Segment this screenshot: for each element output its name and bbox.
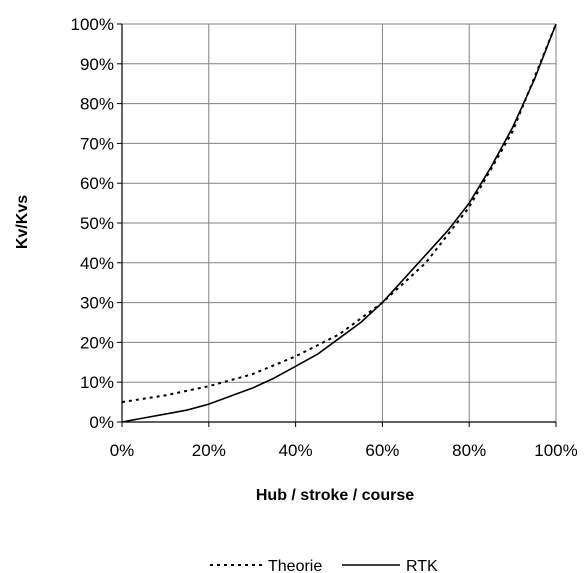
- x-axis-title: Hub / stroke / course: [256, 487, 414, 504]
- x-tick-label: 40%: [279, 441, 313, 460]
- y-tick-label: 60%: [80, 174, 114, 193]
- y-axis-title: Kv/Kvs: [14, 195, 31, 249]
- y-tick-label: 100%: [71, 15, 114, 34]
- x-tick-label: 60%: [365, 441, 399, 460]
- y-tick-label: 20%: [80, 333, 114, 352]
- legend-label-rtk: RTK: [406, 558, 438, 573]
- x-tick-labels: 0% 20% 40% 60% 80% 100%: [110, 441, 578, 460]
- x-tick-label: 0%: [110, 441, 135, 460]
- y-tick-label: 80%: [80, 95, 114, 114]
- legend: Theorie RTK: [210, 558, 438, 573]
- y-tick-label: 30%: [80, 294, 114, 313]
- y-tick-labels: 0% 10% 20% 30% 40% 50% 60% 70% 80% 90% 100%: [71, 15, 114, 432]
- y-tick-label: 40%: [80, 254, 114, 273]
- y-tick-label: 50%: [80, 214, 114, 233]
- x-tick-label: 100%: [534, 441, 577, 460]
- y-tick-label: 70%: [80, 134, 114, 153]
- legend-label-theorie: Theorie: [268, 558, 322, 573]
- x-tick-label: 20%: [192, 441, 226, 460]
- x-tick-label: 80%: [452, 441, 486, 460]
- y-tick-label: 0%: [89, 413, 114, 432]
- y-tick-label: 10%: [80, 373, 114, 392]
- y-tick-label: 90%: [80, 55, 114, 74]
